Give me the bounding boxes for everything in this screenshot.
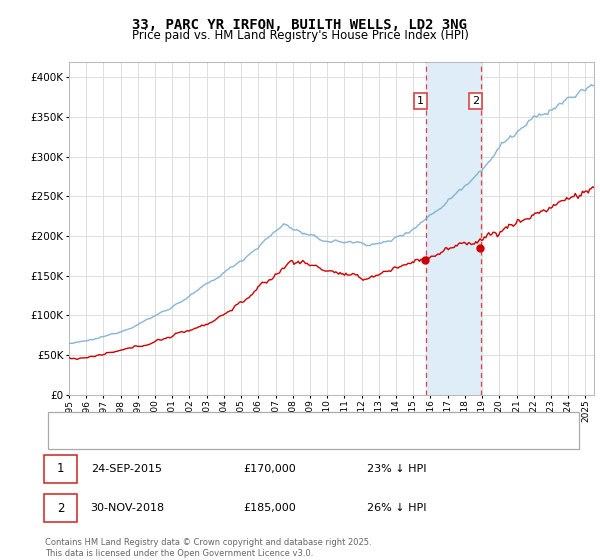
Text: 23% ↓ HPI: 23% ↓ HPI — [367, 464, 427, 474]
Text: Contains HM Land Registry data © Crown copyright and database right 2025.
This d: Contains HM Land Registry data © Crown c… — [45, 538, 371, 558]
Bar — [426, 62, 481, 395]
FancyBboxPatch shape — [47, 412, 580, 449]
FancyBboxPatch shape — [44, 494, 77, 522]
Text: HPI: Average price, detached house, Powys: HPI: Average price, detached house, Powy… — [85, 435, 311, 445]
Text: £170,000: £170,000 — [244, 464, 296, 474]
Text: 33, PARC YR IRFON, BUILTH WELLS, LD2 3NG (detached house): 33, PARC YR IRFON, BUILTH WELLS, LD2 3NG… — [85, 417, 412, 426]
Text: 2: 2 — [472, 96, 479, 106]
Text: 1: 1 — [57, 463, 64, 475]
Text: 24-SEP-2015: 24-SEP-2015 — [91, 464, 161, 474]
Text: 26% ↓ HPI: 26% ↓ HPI — [367, 503, 427, 513]
Text: Price paid vs. HM Land Registry's House Price Index (HPI): Price paid vs. HM Land Registry's House … — [131, 29, 469, 42]
Text: 2: 2 — [57, 502, 64, 515]
Text: 33, PARC YR IRFON, BUILTH WELLS, LD2 3NG: 33, PARC YR IRFON, BUILTH WELLS, LD2 3NG — [133, 18, 467, 32]
Text: 30-NOV-2018: 30-NOV-2018 — [91, 503, 165, 513]
FancyBboxPatch shape — [44, 455, 77, 483]
Text: £185,000: £185,000 — [244, 503, 296, 513]
Text: 1: 1 — [417, 96, 424, 106]
